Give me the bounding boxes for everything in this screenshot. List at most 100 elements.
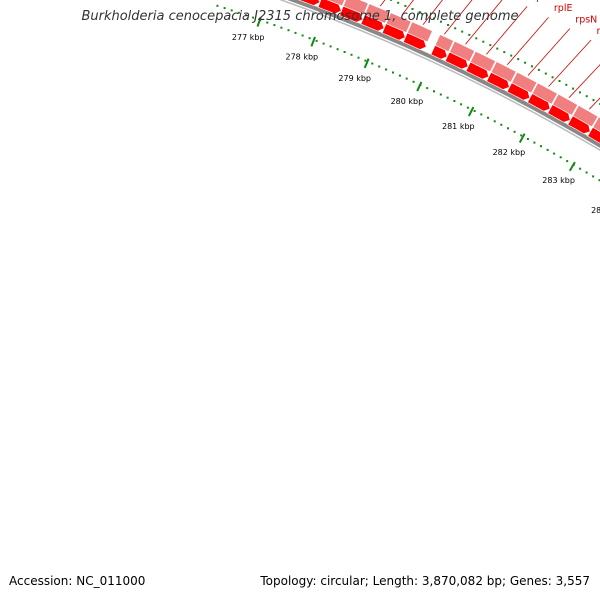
cds-arrow <box>444 51 469 70</box>
tick-dot <box>454 27 457 30</box>
major-tick <box>256 16 262 27</box>
tick-dot <box>385 68 388 71</box>
tick-dot <box>510 54 513 57</box>
axis-label: 279 kbp <box>338 74 371 83</box>
axis-label: 278 kbp <box>286 53 319 62</box>
gene-leader-line <box>401 0 414 16</box>
tick-dot <box>412 80 415 83</box>
backbone <box>278 0 600 152</box>
tick-dot <box>398 74 401 77</box>
tick-dot <box>592 175 595 178</box>
tick-dot <box>473 110 476 112</box>
tick-dot <box>531 65 533 68</box>
tick-dot <box>546 148 549 151</box>
gene-leader-line <box>486 6 528 55</box>
tick-dot <box>520 134 523 137</box>
gene-label-rplX: rplX <box>532 0 552 3</box>
tick-dot <box>273 24 276 27</box>
tick-dot <box>565 83 568 86</box>
tick-dot <box>280 26 283 29</box>
cds-arrow <box>486 71 510 90</box>
tick-dot <box>551 76 554 79</box>
cds-arrow <box>527 93 551 112</box>
tick-dot <box>460 103 463 106</box>
tick-dot <box>482 40 485 43</box>
axis-label: 277 kbp <box>232 33 265 42</box>
tick-dot <box>544 72 547 75</box>
cds-arrow <box>317 0 342 15</box>
tick-dot <box>480 113 483 116</box>
axis-label: 281 kbp <box>442 122 475 131</box>
tick-dot <box>493 120 496 123</box>
major-tick <box>416 81 423 92</box>
tick-dot <box>466 106 469 109</box>
tick-dot <box>404 4 407 7</box>
gene-leader-line <box>465 0 503 45</box>
gene-label-rpsN: rpsN <box>575 15 597 26</box>
gene-leader-line <box>422 0 443 25</box>
major-tick <box>363 58 370 69</box>
major-tick <box>468 106 475 117</box>
tick-dot <box>405 77 408 80</box>
axis-label: 283 kbp <box>542 176 575 185</box>
tick-dot <box>392 71 394 74</box>
tick-dot <box>503 51 506 54</box>
tick-dot <box>425 14 428 17</box>
tick-dot <box>418 11 421 14</box>
gene-label-rpsH: rpsH <box>597 26 600 37</box>
tick-dot <box>343 51 346 53</box>
tick-dot <box>294 31 297 34</box>
tick-dot <box>475 37 478 40</box>
tick-dot <box>553 152 556 155</box>
tick-dot <box>585 171 588 174</box>
tick-dot <box>598 179 600 182</box>
axis-labels: 277 kbp 278 kbp 279 kbp 280 kbp 281 kbp 282 k… <box>232 16 600 215</box>
cds-arrow <box>339 5 364 23</box>
axis-label: 284 kbp <box>591 206 600 215</box>
gene-leader-line <box>589 97 600 110</box>
tick-dot <box>357 56 360 59</box>
tick-dot <box>308 37 311 40</box>
axis-label: 280 kbp <box>391 97 424 106</box>
tick-dot <box>559 156 562 159</box>
map-title: Burkholderia cenocepacia J2315 chromosom… <box>81 9 519 24</box>
tick-dot <box>487 116 489 119</box>
tick-dot <box>216 4 219 7</box>
tick-dot <box>322 42 325 45</box>
tick-dot <box>524 61 527 64</box>
tick-dot <box>287 29 290 32</box>
cds-arrow <box>567 115 591 135</box>
tick-dot <box>252 16 255 19</box>
tick-dot <box>329 45 332 48</box>
tick-dot <box>585 95 588 98</box>
tick-dot <box>461 30 464 33</box>
tick-dot <box>336 48 339 51</box>
tick-dot <box>533 141 536 144</box>
tick-dot <box>439 93 442 96</box>
gene-leader-line <box>568 64 600 98</box>
cds-arrow <box>360 14 385 32</box>
gene-labels: rplDrplWrplBrpsSrplVrpsCrplPrpmCrpsQrplN… <box>379 0 600 110</box>
accession-text: Accession: NC_011000 <box>9 574 146 588</box>
tick-dot <box>496 47 499 50</box>
tick-dot <box>411 8 414 10</box>
tick-dot <box>517 58 520 61</box>
tick-dot <box>237 11 240 14</box>
tick-dot <box>468 33 471 36</box>
cds-arrow <box>465 61 490 80</box>
tick-dot <box>578 91 581 94</box>
major-tick <box>518 133 526 143</box>
cds-arrow <box>402 32 427 50</box>
major-tick <box>310 36 316 47</box>
tick-dot <box>447 24 450 26</box>
tick-dot <box>315 39 318 42</box>
tick-dot <box>446 96 449 99</box>
tick-dot <box>432 17 435 20</box>
gene-label-rplE: rplE <box>554 3 573 14</box>
tick-dot <box>350 53 353 56</box>
gene-leader-line <box>506 17 549 66</box>
tick-dot <box>507 127 509 130</box>
tick-dot <box>301 34 304 37</box>
tick-dot <box>566 160 569 163</box>
tick-dot <box>364 59 367 62</box>
